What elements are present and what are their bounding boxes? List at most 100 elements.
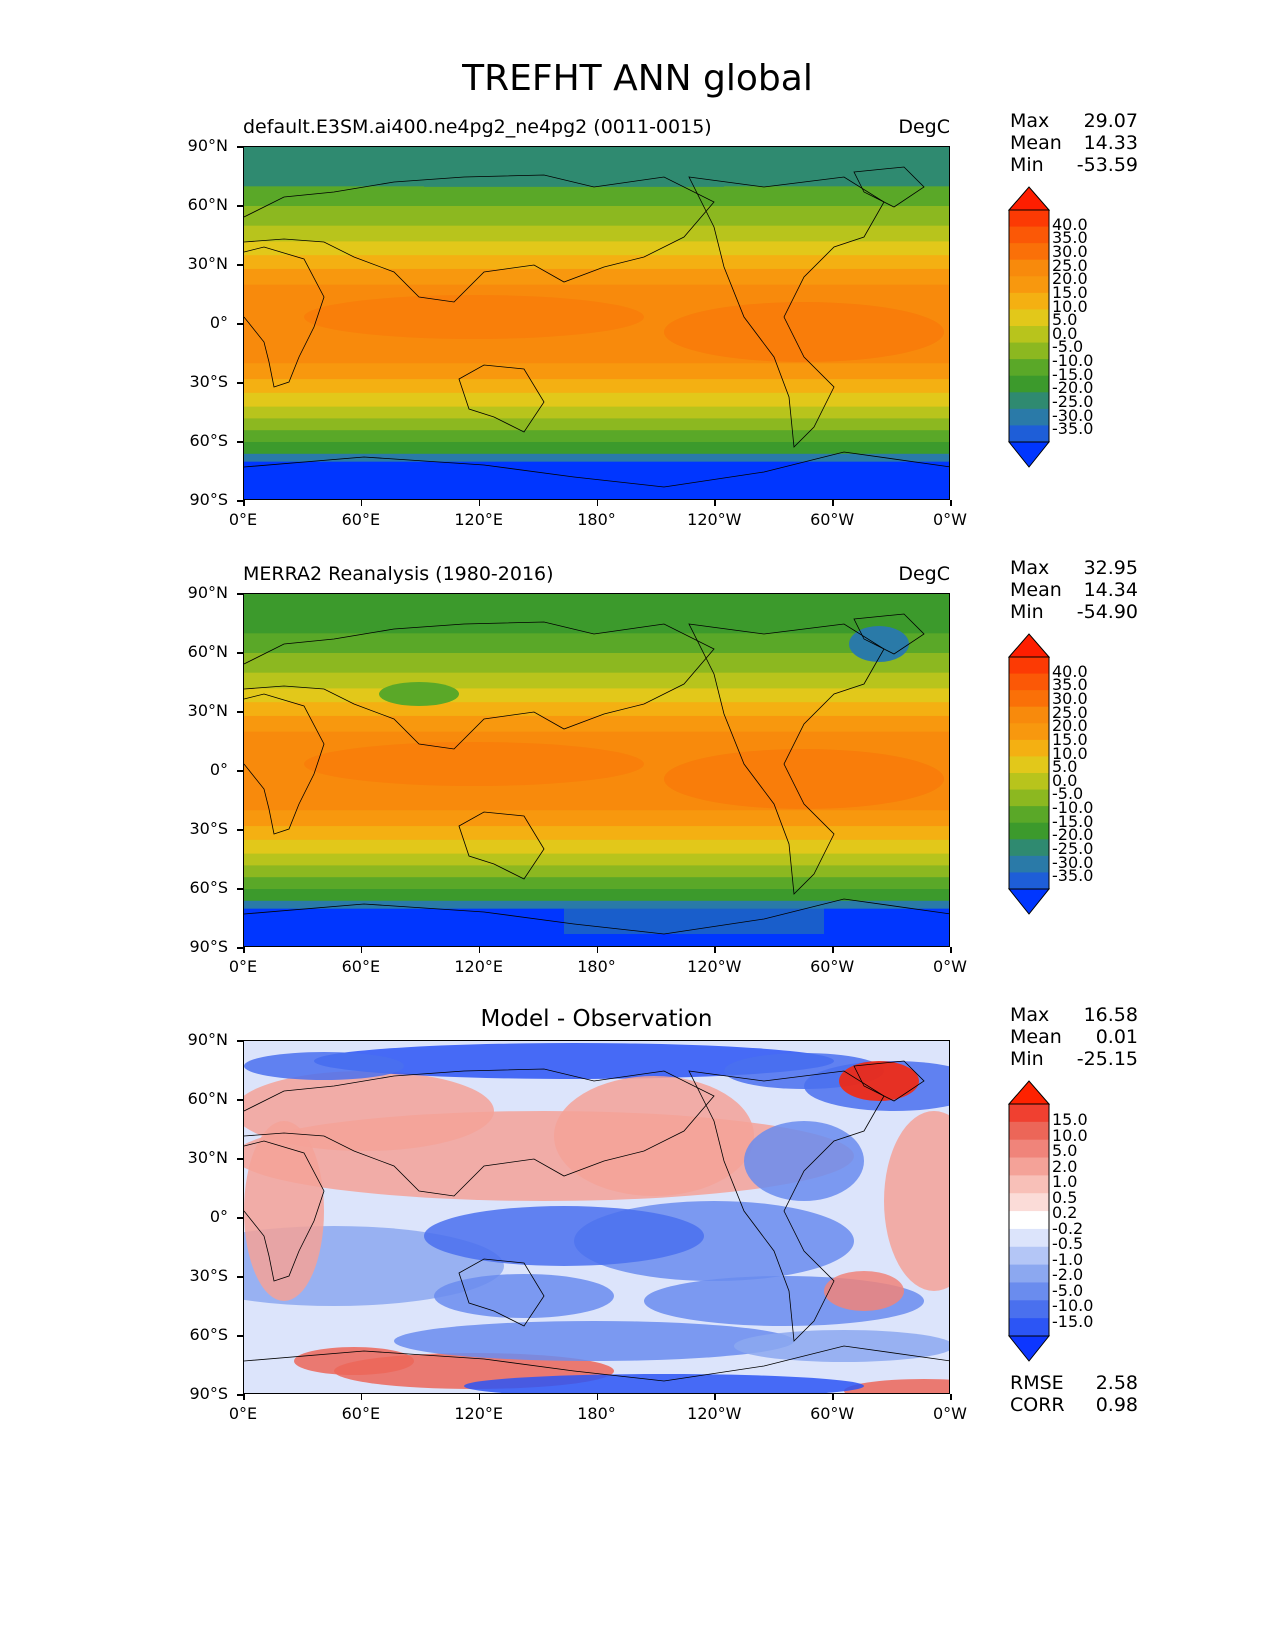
- stat-row: CORR 0.98: [1010, 1394, 1138, 1416]
- lon-label: 60°W: [810, 1404, 855, 1423]
- lat-tick: [237, 205, 243, 207]
- stat-value: -25.15: [1076, 1048, 1138, 1070]
- colorbar-label: -35.0: [1052, 866, 1094, 886]
- colorbar-label: 20.0: [1052, 716, 1088, 736]
- lat-tick: [237, 1394, 243, 1396]
- lat-tick: [237, 500, 243, 502]
- lat-tick: [237, 382, 243, 384]
- colorbar-label: 10.0: [1052, 743, 1088, 763]
- lon-label: 0°W: [933, 957, 967, 976]
- lon-label: 120°W: [687, 957, 742, 976]
- stats-block: Max 16.58 Mean 0.01 Min -25.15: [1010, 1004, 1138, 1070]
- stat-name: Max: [1010, 557, 1050, 579]
- colorbar-label: 5.0: [1052, 1141, 1078, 1161]
- colorbar: [1007, 633, 1051, 919]
- lon-label: 120°E: [454, 957, 503, 976]
- lat-label: 0°: [209, 1207, 228, 1226]
- colorbar-label: 1.0: [1052, 1172, 1078, 1192]
- lat-label: 90°S: [189, 490, 228, 509]
- stat-row: Mean 0.01: [1010, 1026, 1138, 1048]
- colorbar-label: 5.0: [1052, 310, 1078, 330]
- panel-title-center: Model - Observation: [480, 1006, 713, 1032]
- lon-tick: [243, 500, 245, 506]
- lon-tick: [832, 500, 834, 506]
- stat-row: Max 16.58: [1010, 1004, 1138, 1026]
- lat-label: 60°S: [189, 431, 228, 450]
- colorbar-label: -35.0: [1052, 419, 1094, 439]
- colorbar-label: 0.0: [1052, 770, 1078, 790]
- lon-tick: [714, 1394, 716, 1400]
- lon-label: 60°W: [810, 957, 855, 976]
- lon-label: 180°: [577, 957, 616, 976]
- colorbar-label: 20.0: [1052, 269, 1088, 289]
- lon-label: 60°W: [810, 510, 855, 529]
- lat-tick: [237, 593, 243, 595]
- panel-title-left: default.E3SM.ai400.ne4pg2_ne4pg2 (0011-0…: [243, 116, 712, 138]
- map-field: [244, 147, 949, 499]
- stat-row: Max 29.07: [1010, 110, 1138, 132]
- lat-tick: [237, 770, 243, 772]
- colorbar-label: 40.0: [1052, 661, 1088, 681]
- lon-label: 60°E: [341, 1404, 381, 1423]
- lat-label: 30°N: [187, 1148, 228, 1167]
- stat-row: RMSE 2.58: [1010, 1372, 1138, 1394]
- lon-tick: [360, 947, 363, 953]
- lon-tick: [714, 500, 716, 506]
- map-field: [244, 594, 949, 946]
- colorbar-label: 10.0: [1052, 296, 1088, 316]
- lat-label: 30°N: [187, 701, 228, 720]
- lat-label: 90°N: [187, 583, 228, 602]
- lat-label: 30°N: [187, 254, 228, 273]
- lat-tick: [237, 1276, 243, 1278]
- lat-tick: [237, 947, 243, 949]
- colorbar-label: 5.0: [1052, 757, 1078, 777]
- lon-label: 0°W: [933, 1404, 967, 1423]
- colorbar-label: -5.0: [1052, 784, 1084, 804]
- colorbar-label: -2.0: [1052, 1265, 1084, 1285]
- colorbar-label: 10.0: [1052, 1125, 1088, 1145]
- lat-label: 90°N: [187, 1030, 228, 1049]
- lat-label: 0°: [209, 313, 228, 332]
- figure-title: TREFHT ANN global: [462, 58, 813, 99]
- stat-value: -53.59: [1076, 154, 1138, 176]
- stat-value: 0.01: [1095, 1026, 1138, 1048]
- lon-tick: [360, 1394, 363, 1400]
- lat-label: 30°S: [189, 1266, 228, 1285]
- stat-value: 14.34: [1083, 579, 1138, 601]
- lon-label: 120°W: [687, 510, 742, 529]
- lon-label: 0°W: [933, 510, 967, 529]
- stat-name: Mean: [1010, 1026, 1062, 1048]
- colorbar-label: -0.2: [1052, 1218, 1084, 1238]
- stat-row: Mean 14.33: [1010, 132, 1138, 154]
- lat-tick: [237, 829, 243, 831]
- lat-label: 60°S: [189, 878, 228, 897]
- lon-tick: [714, 947, 716, 953]
- lon-tick: [596, 1394, 598, 1400]
- extra-stats-block: RMSE 2.58 CORR 0.98: [1010, 1372, 1138, 1416]
- colorbar: [1007, 186, 1051, 472]
- lat-label: 90°S: [189, 1384, 228, 1403]
- lon-tick: [596, 500, 598, 506]
- colorbar-label: 15.0: [1052, 282, 1088, 302]
- colorbar-label: -15.0: [1052, 364, 1094, 384]
- colorbar-graphic: [1007, 1080, 1051, 1362]
- lat-label: 30°S: [189, 819, 228, 838]
- lat-tick: [237, 146, 243, 148]
- lat-tick: [237, 1099, 243, 1101]
- stat-name: Mean: [1010, 132, 1062, 154]
- colorbar: [1007, 1080, 1051, 1366]
- stat-name: RMSE: [1010, 1372, 1064, 1394]
- colorbar-label: -30.0: [1052, 852, 1094, 872]
- lat-tick: [237, 264, 243, 266]
- lat-label: 60°S: [189, 1325, 228, 1344]
- lon-label: 120°E: [454, 1404, 503, 1423]
- stat-row: Min -54.90: [1010, 601, 1138, 623]
- lon-label: 120°W: [687, 1404, 742, 1423]
- stat-name: CORR: [1010, 1394, 1065, 1416]
- colorbar-label: 25.0: [1052, 255, 1088, 275]
- stat-value: 16.58: [1083, 1004, 1138, 1026]
- stats-block: Max 32.95 Mean 14.34 Min -54.90: [1010, 557, 1138, 623]
- colorbar-label: 15.0: [1052, 729, 1088, 749]
- stat-name: Max: [1010, 1004, 1050, 1026]
- colorbar-label: -5.0: [1052, 1280, 1084, 1300]
